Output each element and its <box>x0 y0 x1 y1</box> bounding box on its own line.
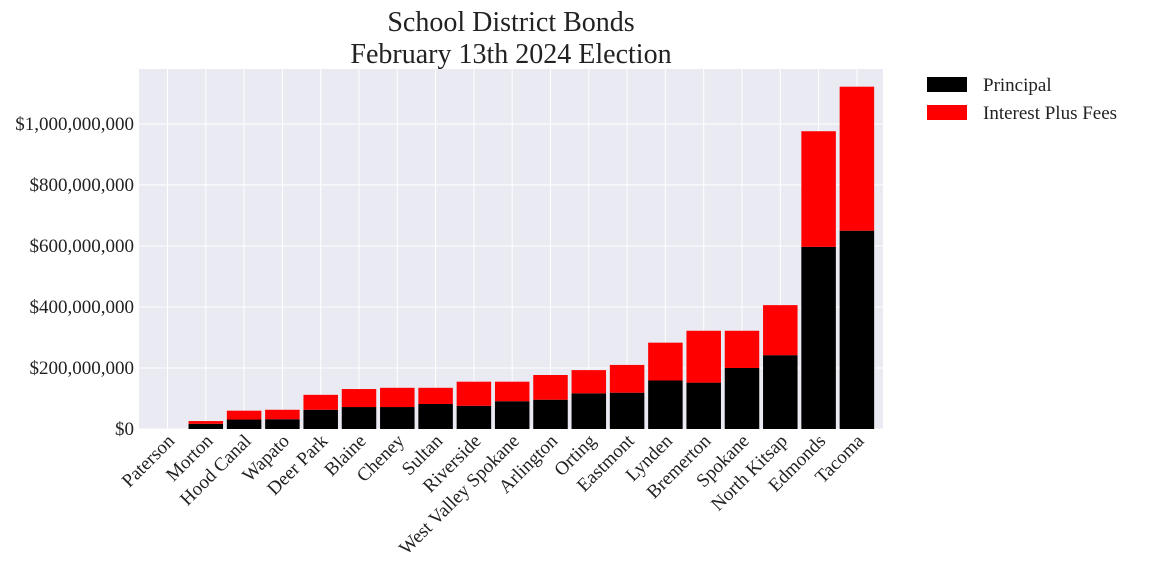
bar-interest <box>418 387 453 404</box>
bar-principal <box>571 393 607 429</box>
legend-swatch-principal <box>927 77 967 92</box>
legend-swatch-interest <box>927 105 967 120</box>
bar-interest <box>839 86 875 231</box>
bar-interest <box>571 370 607 394</box>
chart-subtitle: February 13th 2024 Election <box>350 39 671 70</box>
y-tick-label: $0 <box>115 419 134 440</box>
bar-interest <box>341 389 377 408</box>
bar-interest <box>494 381 530 402</box>
bar-interest <box>380 387 415 408</box>
bar-principal <box>341 407 377 429</box>
bar-interest <box>724 330 760 368</box>
bar-principal <box>801 246 836 429</box>
bar-principal <box>686 382 721 429</box>
legend: Principal Interest Plus Fees <box>927 75 1117 124</box>
bar-interest <box>456 381 492 406</box>
bar-interest <box>763 305 798 356</box>
bar-principal <box>609 392 645 429</box>
bar-interest <box>188 421 224 424</box>
y-tick-label: $800,000,000 <box>30 175 135 196</box>
bar-interest <box>686 330 721 383</box>
y-tick-label: $600,000,000 <box>30 236 135 257</box>
bar-interest <box>648 342 683 381</box>
legend-label-interest: Interest Plus Fees <box>983 103 1117 124</box>
y-tick-label: $200,000,000 <box>30 358 135 379</box>
bar-principal <box>839 230 875 429</box>
bar-interest <box>303 394 338 410</box>
bar-principal <box>724 367 760 429</box>
bar-principal <box>456 405 492 429</box>
bar-principal <box>763 355 798 429</box>
bar-interest <box>801 131 836 247</box>
y-axis: $0 $200,000,000 $400,000,000 $600,000,000 $8… <box>15 114 134 440</box>
bar-principal <box>494 401 530 429</box>
bar-principal <box>265 419 300 429</box>
bar-principal <box>648 380 683 429</box>
legend-label-principal: Principal <box>983 75 1052 96</box>
chart-title: School District Bonds <box>387 7 634 38</box>
bar-interest <box>533 375 568 400</box>
bars <box>188 86 875 429</box>
bar-principal <box>533 399 568 429</box>
bar-principal <box>418 403 453 429</box>
bar-interest <box>265 409 300 420</box>
bar-principal <box>380 407 415 429</box>
y-tick-label: $400,000,000 <box>30 297 135 318</box>
bar-interest <box>226 410 262 420</box>
bar-principal <box>303 409 338 429</box>
bar-principal <box>226 419 262 429</box>
y-tick-label: $1,000,000,000 <box>15 114 134 135</box>
bar-interest <box>609 364 645 393</box>
bar-principal <box>188 423 224 429</box>
